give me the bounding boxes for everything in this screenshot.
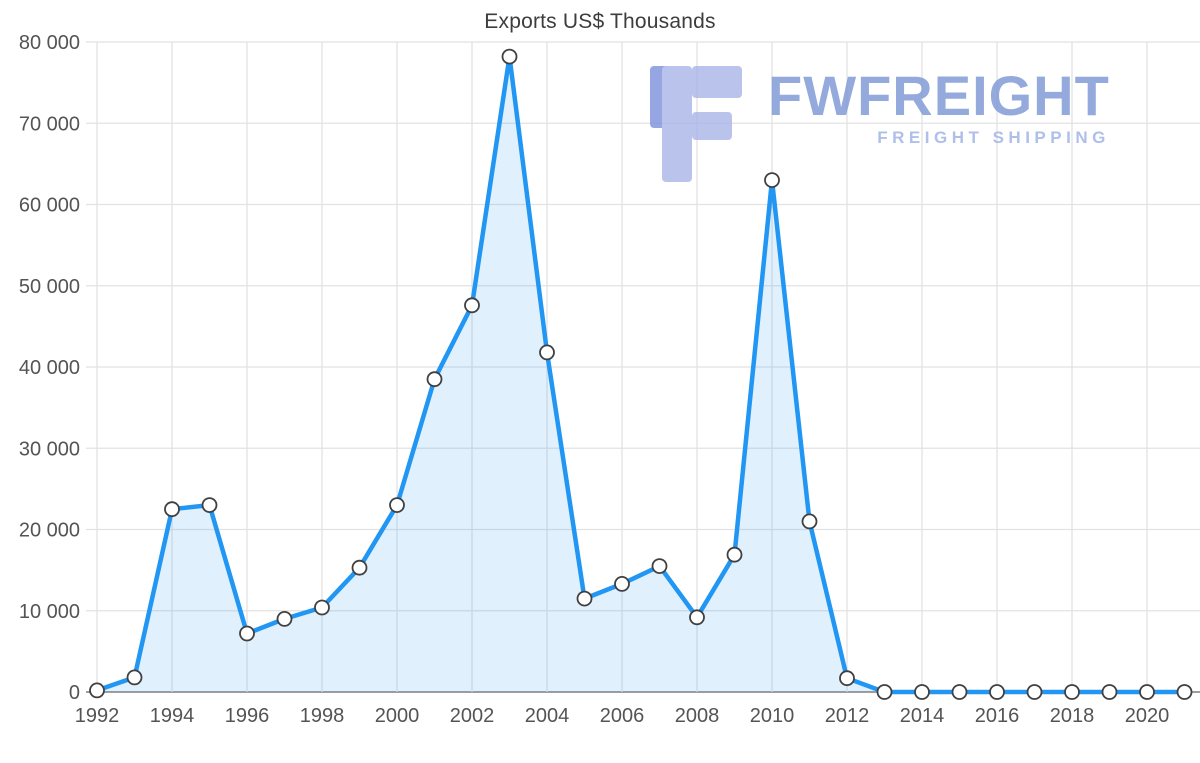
data-point-marker <box>801 513 818 530</box>
data-point-marker <box>501 48 518 65</box>
data-point-marker <box>351 559 368 576</box>
data-point-marker <box>1101 684 1118 700</box>
x-axis-label: 2014 <box>900 705 945 727</box>
x-axis-label: 2018 <box>1050 705 1095 727</box>
series-area <box>97 56 1185 693</box>
x-axis-label: 2012 <box>825 705 870 727</box>
data-point-marker <box>1064 684 1080 700</box>
data-point-marker <box>89 682 105 699</box>
data-point-marker <box>389 497 405 514</box>
data-point-marker <box>651 558 668 574</box>
x-axis-label: 2004 <box>525 705 570 727</box>
data-point-marker <box>689 609 705 626</box>
data-point-marker <box>839 670 855 687</box>
x-axis-label: 2010 <box>750 705 795 727</box>
data-point-marker <box>539 344 555 361</box>
y-axis-label: 20 000 <box>19 520 80 542</box>
data-point-marker <box>1139 684 1155 700</box>
x-axis-label: 1992 <box>75 705 120 727</box>
data-point-marker <box>426 371 443 388</box>
x-axis-label: 2008 <box>675 705 720 727</box>
y-axis-label: 10 000 <box>19 601 80 623</box>
data-point-marker <box>876 684 893 700</box>
y-axis-label: 40 000 <box>19 357 80 379</box>
x-axis-label: 2006 <box>600 705 645 727</box>
x-axis-label: 2016 <box>975 705 1020 727</box>
chart-title: Exports US$ Thousands <box>484 10 716 33</box>
data-point-marker <box>576 590 593 607</box>
x-axis-label: 2000 <box>375 705 420 727</box>
x-axis-label: 1998 <box>300 705 345 727</box>
y-axis-label: 70 000 <box>19 113 80 135</box>
y-axis-label: 80 000 <box>19 32 80 54</box>
data-point-marker <box>614 576 630 592</box>
data-point-marker <box>764 172 780 189</box>
data-point-marker <box>1176 684 1193 700</box>
x-axis-label: 1994 <box>150 705 195 727</box>
x-axis-label: 1996 <box>225 705 270 727</box>
data-point-marker <box>239 625 255 642</box>
data-point-marker <box>464 297 480 314</box>
data-point-marker <box>726 546 743 563</box>
data-point-marker <box>951 684 968 700</box>
data-point-marker <box>914 684 930 700</box>
y-axis-label: 60 000 <box>19 195 80 217</box>
data-point-marker <box>164 501 180 518</box>
y-axis-label: 30 000 <box>19 438 80 460</box>
y-axis-label: 0 <box>69 682 80 704</box>
data-point-marker <box>989 684 1005 700</box>
data-point-marker <box>276 611 293 627</box>
data-point-marker <box>126 669 143 686</box>
x-axis-label: 2002 <box>450 705 495 727</box>
x-axis-label: 2020 <box>1125 705 1170 727</box>
y-axis-label: 50 000 <box>19 276 80 298</box>
data-point-marker <box>314 599 330 616</box>
data-point-marker <box>1026 684 1043 700</box>
data-point-marker <box>201 497 218 514</box>
